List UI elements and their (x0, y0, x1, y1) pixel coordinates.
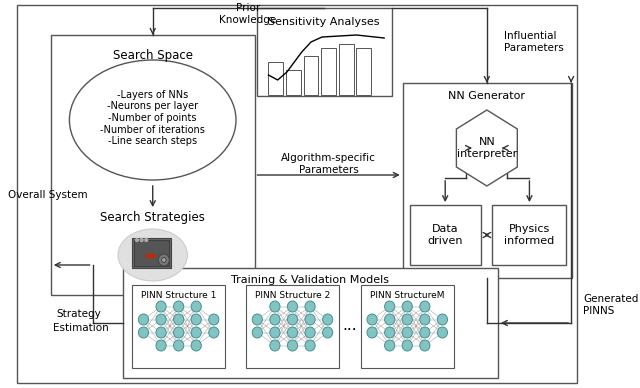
Circle shape (173, 340, 184, 351)
Bar (257, 8, 392, 96)
Circle shape (209, 314, 219, 325)
Circle shape (191, 301, 202, 312)
Text: Sensitivity Analyses: Sensitivity Analyses (268, 17, 380, 27)
Circle shape (323, 327, 333, 338)
Text: PINN Structure 1: PINN Structure 1 (141, 291, 216, 300)
Text: PINN StructureM: PINN StructureM (370, 291, 445, 300)
Bar (246, 285, 339, 368)
Circle shape (305, 340, 315, 351)
Circle shape (437, 314, 447, 325)
Bar (410, 205, 481, 265)
Circle shape (367, 314, 377, 325)
Text: ...: ... (342, 317, 357, 333)
Circle shape (385, 327, 395, 338)
Circle shape (402, 301, 412, 312)
Circle shape (420, 327, 430, 338)
Circle shape (287, 301, 298, 312)
Circle shape (161, 258, 166, 263)
Text: -Layers of NNs
-Neurons per layer
-Number of points
-Number of iterations
-Line : -Layers of NNs -Neurons per layer -Numbe… (100, 90, 205, 146)
Circle shape (270, 327, 280, 338)
Text: Estimation: Estimation (52, 323, 109, 333)
Circle shape (287, 314, 298, 325)
Bar (356, 48, 371, 95)
Bar (339, 44, 353, 95)
Circle shape (136, 239, 138, 241)
Text: Search Strategies: Search Strategies (100, 211, 205, 225)
Text: Data
driven: Data driven (428, 224, 463, 246)
Bar (132, 285, 225, 368)
Circle shape (173, 314, 184, 325)
Circle shape (437, 327, 447, 338)
Text: NN Generator: NN Generator (449, 91, 525, 101)
Text: NN
interpreter: NN interpreter (457, 137, 517, 159)
Bar (51, 35, 255, 295)
Text: Training & Validation Models: Training & Validation Models (231, 275, 389, 285)
Circle shape (420, 301, 430, 312)
Ellipse shape (118, 229, 188, 281)
Text: Overall System: Overall System (8, 190, 88, 200)
Ellipse shape (69, 60, 236, 180)
Circle shape (156, 327, 166, 338)
Bar (268, 62, 284, 95)
Circle shape (402, 314, 412, 325)
Bar (321, 48, 336, 95)
Circle shape (305, 314, 315, 325)
Circle shape (305, 327, 315, 338)
Text: Generated
PINNS: Generated PINNS (583, 294, 639, 316)
Circle shape (270, 301, 280, 312)
Text: Search Space: Search Space (113, 48, 193, 62)
Circle shape (158, 254, 170, 266)
Circle shape (420, 340, 430, 351)
Text: PINN Structure 2: PINN Structure 2 (255, 291, 330, 300)
Circle shape (140, 239, 143, 241)
Bar (403, 83, 572, 278)
Circle shape (385, 340, 395, 351)
Circle shape (138, 314, 148, 325)
Circle shape (209, 327, 219, 338)
Circle shape (145, 239, 148, 241)
Bar (132, 238, 172, 268)
Circle shape (385, 314, 395, 325)
Circle shape (156, 340, 166, 351)
Circle shape (287, 327, 298, 338)
Circle shape (287, 340, 298, 351)
Circle shape (402, 340, 412, 351)
Text: Prior
Knowledge: Prior Knowledge (220, 3, 276, 24)
Circle shape (138, 327, 148, 338)
Text: Strategy: Strategy (56, 309, 101, 319)
Circle shape (252, 314, 262, 325)
Bar (303, 56, 319, 95)
Circle shape (270, 340, 280, 351)
Circle shape (367, 327, 377, 338)
Circle shape (156, 301, 166, 312)
Text: Influential
Parameters: Influential Parameters (504, 31, 564, 53)
Circle shape (270, 314, 280, 325)
Circle shape (191, 327, 202, 338)
Bar (361, 285, 454, 368)
Circle shape (173, 301, 184, 312)
Bar (123, 268, 498, 378)
Circle shape (191, 314, 202, 325)
Circle shape (252, 327, 262, 338)
Text: Algorithm-specific
Parameters: Algorithm-specific Parameters (281, 153, 376, 175)
Circle shape (191, 340, 202, 351)
Circle shape (420, 314, 430, 325)
Circle shape (402, 327, 412, 338)
Circle shape (173, 327, 184, 338)
Polygon shape (456, 110, 517, 186)
Circle shape (156, 314, 166, 325)
Bar (286, 70, 301, 95)
Circle shape (323, 314, 333, 325)
Text: Physics
informed: Physics informed (504, 224, 555, 246)
Bar (134, 240, 170, 266)
Circle shape (305, 301, 315, 312)
Bar (492, 205, 566, 265)
Circle shape (385, 301, 395, 312)
